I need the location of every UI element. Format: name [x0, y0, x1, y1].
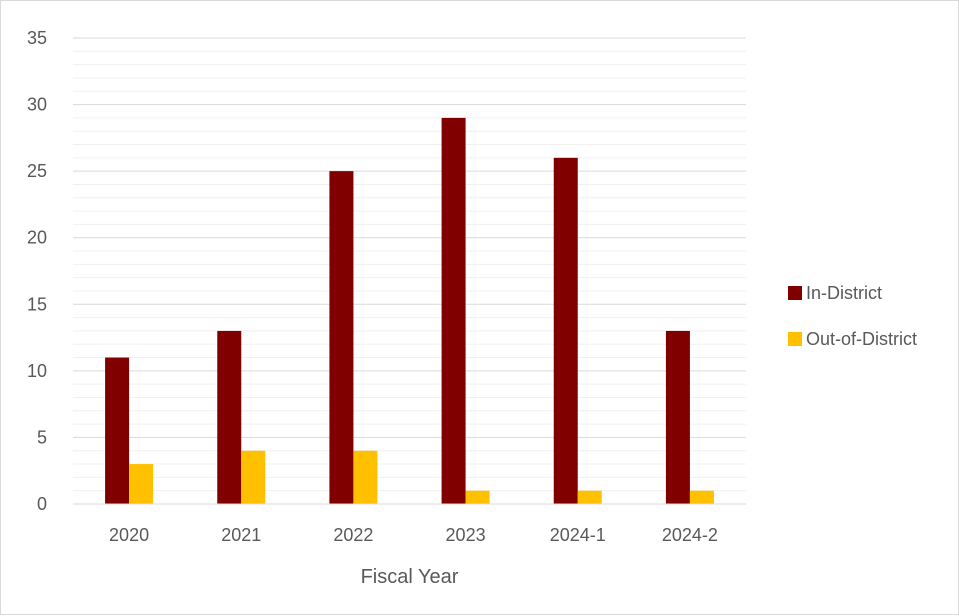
bar-out-of-district-2024-1 — [577, 490, 602, 504]
y-tick-label: 20 — [27, 228, 47, 248]
y-tick-label: 15 — [27, 294, 47, 314]
bars — [105, 117, 714, 505]
gridlines — [73, 37, 746, 492]
bar-in-district-2023 — [441, 117, 466, 504]
y-tick-label: 30 — [27, 95, 47, 115]
legend-swatch — [788, 286, 802, 300]
legend-swatch — [788, 332, 802, 346]
bar-out-of-district-2020 — [129, 464, 154, 504]
bar-out-of-district-2022 — [353, 450, 378, 504]
x-tick-label: 2021 — [221, 525, 261, 545]
bar-out-of-district-2023 — [465, 490, 490, 504]
y-tick-label: 25 — [27, 161, 47, 181]
x-tick-label: 2024-1 — [550, 525, 606, 545]
y-tick-label: 35 — [27, 28, 47, 48]
y-axis-ticks: 0 5 10 15 20 25 30 35 — [27, 28, 47, 514]
x-tick-label: 2024-2 — [662, 525, 718, 545]
x-tick-label: 2020 — [109, 525, 149, 545]
bar-in-district-2024-2 — [665, 330, 690, 504]
x-tick-label: 2022 — [333, 525, 373, 545]
bar-in-district-2021 — [217, 330, 242, 504]
y-tick-label: 5 — [37, 427, 47, 447]
bar-in-district-2022 — [329, 171, 354, 504]
x-tick-label: 2023 — [446, 525, 486, 545]
bar-in-district-2020 — [105, 357, 130, 504]
legend: In-District Out-of-District — [788, 283, 917, 349]
bar-out-of-district-2024-2 — [689, 490, 714, 504]
legend-label: In-District — [806, 283, 882, 303]
y-tick-label: 0 — [37, 494, 47, 514]
y-tick-label: 10 — [27, 361, 47, 381]
bar-in-district-2024-1 — [553, 157, 578, 505]
legend-label: Out-of-District — [806, 329, 917, 349]
x-axis-ticks: 2020 2021 2022 2023 2024-1 2024-2 — [109, 525, 718, 545]
x-axis-title: Fiscal Year — [361, 566, 459, 588]
bar-out-of-district-2021 — [241, 450, 266, 504]
